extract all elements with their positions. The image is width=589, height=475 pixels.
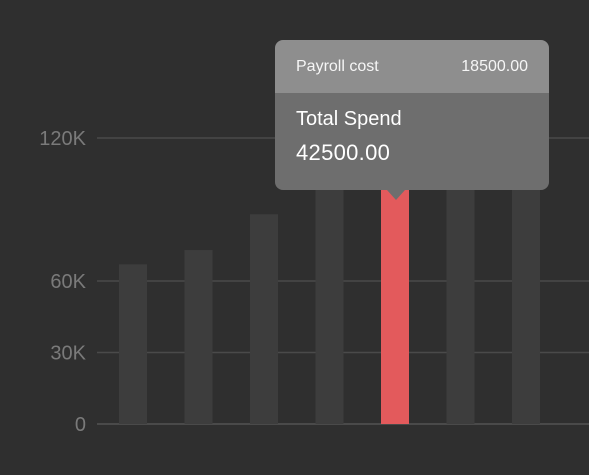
bar[interactable] [315, 166, 344, 424]
tooltip-header-value: 18500.00 [461, 57, 528, 75]
bar[interactable] [512, 149, 540, 424]
bar-highlighted[interactable] [381, 166, 409, 424]
data-tooltip: Payroll cost 18500.00 Total Spend 42500.… [275, 40, 549, 200]
tooltip-total-value: 42500.00 [296, 140, 391, 165]
bar[interactable] [446, 157, 475, 425]
bar[interactable] [119, 264, 147, 424]
y-axis-labels: 0 30K 60K 120K [39, 128, 86, 436]
tooltip-total-label: Total Spend [296, 108, 402, 130]
bar[interactable] [250, 214, 278, 424]
y-tick-label: 120K [39, 128, 86, 150]
tooltip-header: Payroll cost 18500.00 [275, 40, 549, 93]
y-tick-label: 60K [50, 271, 86, 293]
y-tick-label: 0 [75, 414, 86, 436]
tooltip-body: Total Spend 42500.00 [275, 93, 549, 190]
y-tick-label: 30K [50, 343, 86, 365]
tooltip-pointer [387, 190, 405, 200]
tooltip-header-label: Payroll cost [296, 57, 379, 75]
bar[interactable] [184, 250, 213, 424]
bars [119, 149, 540, 425]
